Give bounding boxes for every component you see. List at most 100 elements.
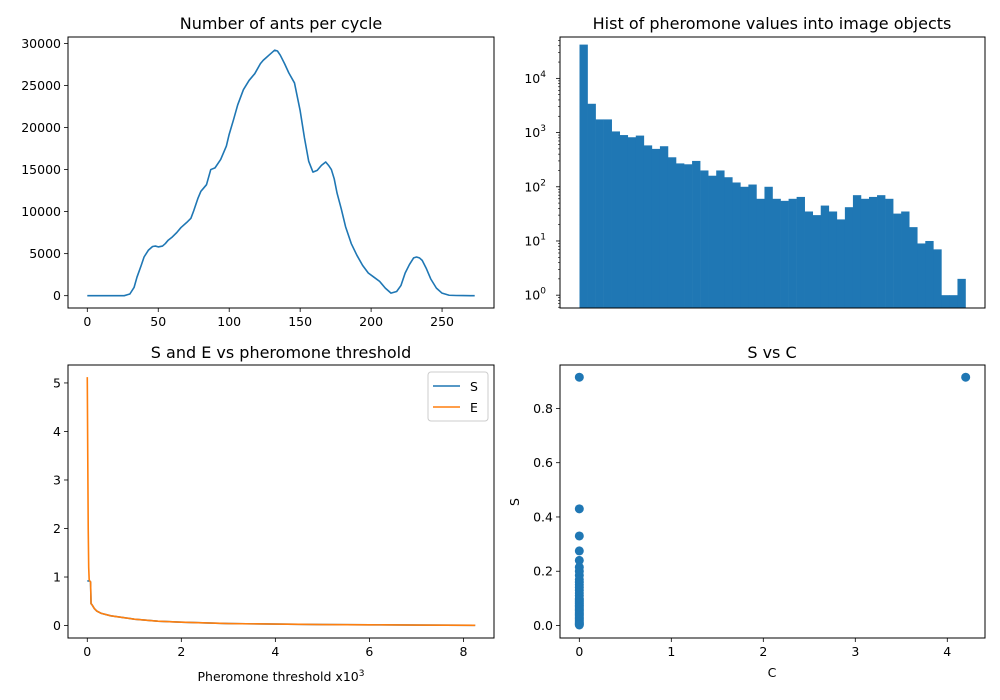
x-axis-label-exponent: 3 bbox=[359, 669, 365, 679]
histogram-bar bbox=[708, 175, 717, 308]
x-tick-label: 1 bbox=[667, 644, 675, 659]
x-tick-label: 4 bbox=[271, 644, 279, 659]
histogram-bar bbox=[860, 198, 870, 308]
x-tick-label: 6 bbox=[365, 644, 373, 659]
histogram-bar bbox=[643, 145, 653, 308]
scatter-point bbox=[574, 531, 584, 541]
histogram-bar bbox=[724, 177, 733, 308]
y-tick-label: 0 bbox=[53, 618, 61, 633]
histogram-bar bbox=[684, 164, 693, 308]
y-tick-label: 0.0 bbox=[533, 618, 553, 633]
y-tick-label: 5000 bbox=[29, 246, 61, 261]
histogram-bar bbox=[764, 186, 773, 308]
y-tick-label: 104 bbox=[524, 70, 546, 86]
histogram-bar bbox=[917, 243, 926, 308]
subplot-s-and-e-vs-threshold: S and E vs pheromone threshold 0 2 4 6 8 0 1 2 3… bbox=[53, 343, 495, 684]
x-tick-label: 150 bbox=[288, 314, 312, 329]
axes-frame bbox=[67, 36, 495, 309]
y-tick-label: 2 bbox=[53, 521, 61, 536]
plot-area: 0 1 2 3 4 0.0 0.2 0.4 0.6 0.8 bbox=[533, 372, 971, 659]
plot-area: 0 50 100 150 200 250 0 5000 10000 15000 20000 25000… bbox=[21, 36, 475, 329]
histogram-bar bbox=[780, 200, 789, 308]
histogram-bar bbox=[836, 219, 846, 308]
y-tick-label: 4 bbox=[53, 424, 61, 439]
histogram-bar bbox=[676, 163, 685, 308]
histogram-bar bbox=[692, 160, 701, 308]
histogram-bar bbox=[579, 44, 588, 308]
x-tick-label: 200 bbox=[359, 314, 383, 329]
legend-box bbox=[427, 371, 489, 422]
x-tick-label: 8 bbox=[459, 644, 467, 659]
subplot-pheromone-histogram: Hist of pheromone values into image obje… bbox=[524, 14, 986, 309]
histogram-bar bbox=[732, 182, 741, 308]
histogram-bar bbox=[619, 135, 629, 308]
histogram-bar bbox=[941, 295, 950, 308]
histogram-bar bbox=[893, 213, 902, 308]
histogram-bar bbox=[635, 135, 645, 308]
y-tick-label: 3 bbox=[53, 472, 61, 487]
y-tick-label: 30000 bbox=[21, 36, 61, 51]
y-tick-label: 25000 bbox=[21, 78, 61, 93]
histogram-bar bbox=[869, 196, 878, 308]
x-tick-label: 2 bbox=[177, 644, 185, 659]
histogram-bar bbox=[925, 240, 934, 308]
subplot-s-vs-c: S vs C 0 1 2 3 4 0.0 0.2 0.4 0.6 0.8 C S bbox=[507, 343, 986, 680]
histogram-bar bbox=[587, 103, 596, 309]
x-axis-label: C bbox=[768, 665, 777, 680]
histogram-bar bbox=[957, 278, 966, 308]
x-tick-label: 250 bbox=[430, 314, 454, 329]
y-tick-label: 101 bbox=[524, 232, 546, 248]
y-tick-label: 10000 bbox=[21, 204, 61, 219]
histogram-bar bbox=[812, 215, 822, 308]
axes-frame bbox=[559, 36, 986, 309]
y-tick-label: 15000 bbox=[21, 162, 61, 177]
x-tick-label: 0 bbox=[83, 314, 91, 329]
scatter-point bbox=[574, 372, 584, 382]
histogram-bar bbox=[949, 295, 958, 308]
x-tick-label: 100 bbox=[217, 314, 241, 329]
series-line-e bbox=[86, 377, 476, 627]
x-axis-label: Pheromone threshold x103 bbox=[198, 669, 365, 684]
histogram-bar bbox=[748, 184, 757, 308]
x-tick-label: 3 bbox=[851, 644, 859, 659]
x-tick-label: 0 bbox=[575, 644, 583, 659]
histogram-bar bbox=[772, 198, 781, 308]
y-tick-label: 100 bbox=[524, 287, 546, 303]
chart-title: S vs C bbox=[747, 343, 796, 362]
y-tick-label: 0.4 bbox=[533, 509, 553, 524]
axes-frame bbox=[559, 364, 986, 639]
chart-title: S and E vs pheromone threshold bbox=[151, 343, 411, 362]
histogram-bar bbox=[659, 146, 669, 308]
histogram-bar bbox=[788, 198, 797, 308]
histogram-bar bbox=[804, 211, 814, 308]
chart-title: Number of ants per cycle bbox=[180, 14, 383, 33]
x-axis-label-text: Pheromone threshold x10 bbox=[198, 669, 359, 684]
histogram-bar bbox=[611, 131, 621, 308]
x-tick-label: 2 bbox=[759, 644, 767, 659]
scatter-point bbox=[961, 372, 971, 382]
y-tick-label: 0.8 bbox=[533, 401, 553, 416]
x-tick-label: 4 bbox=[943, 644, 951, 659]
y-tick-label: 20000 bbox=[21, 120, 61, 135]
histogram-bar bbox=[933, 249, 942, 308]
y-tick-label: 0 bbox=[53, 288, 61, 303]
y-tick-label: 5 bbox=[53, 375, 61, 390]
plot-area: 0 2 4 6 8 0 1 2 3 4 5 bbox=[53, 375, 476, 659]
y-axis-label: S bbox=[507, 498, 522, 506]
plot-area: 100 101 102 103 104 bbox=[524, 40, 966, 309]
histogram-bar bbox=[740, 186, 749, 308]
legend-label-e: E bbox=[470, 400, 478, 415]
histogram-bar bbox=[651, 148, 661, 308]
legend: S E bbox=[427, 371, 489, 422]
series-line bbox=[87, 49, 475, 297]
y-tick-label: 103 bbox=[524, 124, 546, 140]
histogram-bar bbox=[844, 207, 854, 308]
y-tick-label: 1 bbox=[53, 570, 61, 585]
y-tick-label: 102 bbox=[524, 178, 546, 194]
histogram-bar bbox=[909, 227, 918, 308]
histogram-bar bbox=[603, 119, 612, 308]
subplot-ants-per-cycle: Number of ants per cycle 0 50 100 150 200 250… bbox=[21, 14, 495, 329]
histogram-bar bbox=[885, 198, 894, 308]
axes-frame bbox=[67, 364, 495, 639]
